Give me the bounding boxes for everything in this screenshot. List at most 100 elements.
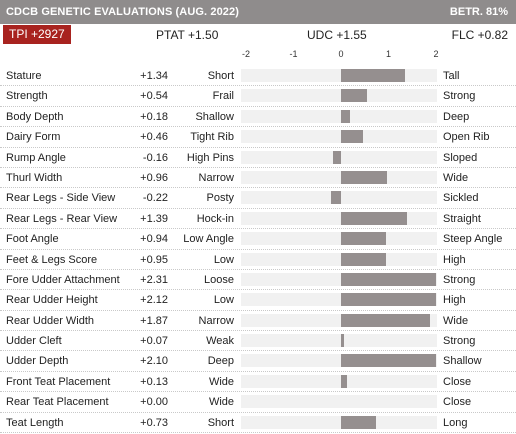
scale-axis: -2 -1 0 1 2	[0, 49, 516, 65]
trait-value: +0.18	[140, 110, 168, 123]
trait-name: Rump Angle	[6, 151, 66, 164]
trait-row: Front Teat Placement +0.13 Wide Close	[0, 372, 516, 393]
trait-bar	[330, 191, 341, 205]
trait-name: Rear Udder Height	[6, 294, 98, 307]
trait-low-label: Low	[213, 253, 234, 266]
trait-value: +0.07	[140, 335, 168, 348]
trait-value: +0.13	[140, 375, 168, 388]
trait-value: +0.73	[140, 416, 168, 429]
trait-row: Rump Angle -0.16 High Pins Sloped	[0, 148, 516, 168]
trait-high-label: Close	[443, 396, 472, 409]
tpi-badge: TPI +2927	[3, 25, 71, 44]
trait-name: Udder Depth	[6, 355, 69, 368]
trait-row: Udder Depth +2.10 Deep Shallow	[0, 351, 516, 372]
trait-bar	[341, 170, 387, 184]
trait-name: Rear Legs - Rear View	[6, 212, 118, 225]
trait-value: -0.16	[142, 151, 168, 164]
trait-row: Thurl Width +0.96 Narrow Wide	[0, 168, 516, 189]
axis-tick: 2	[433, 49, 439, 59]
trait-value: +2.10	[140, 355, 168, 368]
trait-low-label: Narrow	[198, 314, 234, 327]
summary-row: TPI +2927 PTAT +1.50 UDC +1.55 FLC +0.82	[0, 24, 516, 45]
trait-bar-track	[241, 69, 437, 82]
trait-low-label: Weak	[206, 335, 234, 348]
trait-bar	[341, 211, 408, 225]
trait-bar	[341, 232, 386, 246]
trait-high-label: Long	[443, 416, 468, 429]
trait-bar-track	[241, 89, 437, 103]
trait-bar	[341, 252, 387, 266]
trait-name: Udder Cleft	[6, 335, 62, 348]
trait-value: +1.39	[140, 212, 168, 225]
trait-low-label: Low Angle	[183, 233, 234, 246]
trait-high-label: Steep Angle	[443, 233, 503, 246]
trait-bar-track	[241, 252, 437, 266]
trait-name: Body Depth	[6, 110, 64, 123]
header-bar: CDCB GENETIC EVALUATIONS (AUG. 2022) BET…	[0, 0, 516, 24]
trait-bar-track	[241, 293, 437, 307]
trait-bar	[333, 150, 341, 164]
trait-name: Dairy Form	[6, 131, 61, 144]
ptat-value: PTAT +1.50	[156, 28, 219, 42]
trait-high-label: Wide	[443, 171, 469, 184]
trait-bar-track	[241, 191, 437, 205]
trait-value: +0.94	[140, 233, 168, 246]
trait-row: Foot Angle +0.94 Low Angle Steep Angle	[0, 229, 516, 250]
trait-bar-track	[241, 395, 437, 409]
trait-low-label: Tight Rib	[190, 131, 234, 144]
trait-bar	[341, 354, 436, 368]
trait-row: Rear Legs - Rear View +1.39 Hock-in Straigh…	[0, 209, 516, 230]
trait-name: Rear Teat Placement	[6, 396, 109, 409]
trait-low-label: Short	[207, 70, 234, 82]
trait-bar-track	[241, 313, 437, 327]
trait-row: Rear Udder Width +1.87 Narrow Wide	[0, 311, 516, 332]
trait-row: Teat Length +0.73 Short Long	[0, 413, 516, 434]
udc-value: UDC +1.55	[307, 28, 367, 42]
trait-name: Rear Legs - Side View	[6, 192, 116, 205]
trait-high-label: High	[443, 253, 466, 266]
trait-row: Feet & Legs Score +0.95 Low High	[0, 250, 516, 270]
trait-high-label: High	[443, 294, 466, 307]
trait-bar	[341, 313, 430, 327]
trait-bar	[341, 334, 345, 348]
trait-high-label: Strong	[443, 90, 476, 103]
trait-low-label: Deep	[207, 355, 234, 368]
trait-bar	[341, 374, 348, 388]
trait-value: +2.31	[140, 273, 168, 286]
trait-bar	[341, 109, 350, 123]
trait-value: -0.22	[142, 192, 168, 205]
trait-bar	[341, 272, 436, 286]
trait-bar	[341, 130, 363, 144]
trait-bar-track	[241, 170, 437, 184]
axis-tick: -1	[289, 49, 298, 59]
axis-tick: 0	[338, 49, 344, 59]
trait-low-label: Wide	[208, 375, 234, 388]
trait-value: +1.87	[140, 314, 168, 327]
trait-bar	[341, 69, 405, 82]
trait-row: Fore Udder Attachment +2.31 Loose Strong	[0, 270, 516, 291]
trait-low-label: Frail	[212, 90, 234, 103]
trait-value: +2.12	[140, 294, 168, 307]
trait-list: Stature +1.34 Short Tall Strength +0.54 Frail S…	[0, 66, 516, 434]
trait-high-label: Deep	[443, 110, 470, 123]
trait-high-label: Wide	[443, 314, 469, 327]
trait-name: Fore Udder Attachment	[6, 273, 120, 286]
trait-row: Udder Cleft +0.07 Weak Strong	[0, 331, 516, 352]
trait-high-label: Close	[443, 375, 472, 388]
trait-bar-track	[241, 334, 437, 348]
trait-low-label: Narrow	[198, 171, 234, 184]
trait-high-label: Straight	[443, 212, 481, 225]
trait-bar-track	[241, 211, 437, 225]
trait-row: Rear Teat Placement +0.00 Wide Close	[0, 392, 516, 413]
trait-name: Thurl Width	[6, 171, 63, 184]
trait-row: Rear Udder Height +2.12 Low High	[0, 290, 516, 311]
trait-name: Foot Angle	[6, 233, 59, 246]
trait-row: Rear Legs - Side View -0.22 Posty Sickled	[0, 188, 516, 209]
trait-bar-track	[241, 415, 437, 429]
trait-bar-track	[241, 150, 437, 164]
trait-value: +0.46	[140, 131, 168, 144]
trait-name: Front Teat Placement	[6, 375, 111, 388]
trait-name: Teat Length	[6, 416, 64, 429]
trait-value: +0.00	[140, 396, 168, 409]
trait-value: +1.34	[140, 70, 168, 82]
